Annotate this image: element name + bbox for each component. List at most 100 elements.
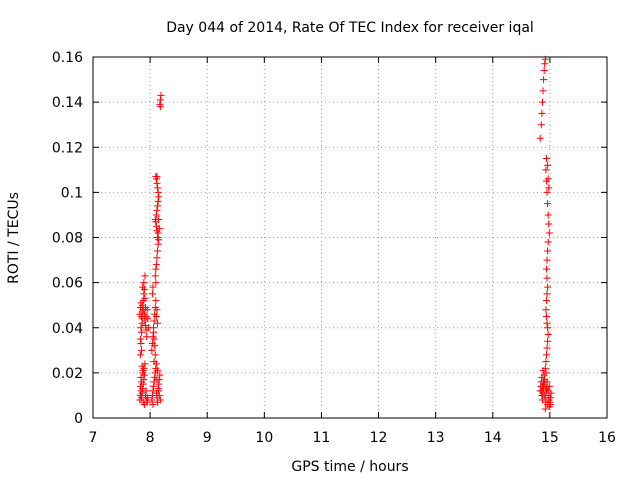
data-point-plus <box>544 211 552 219</box>
x-tick-label: 13 <box>427 430 445 446</box>
data-point-plus <box>542 166 550 174</box>
data-point-plus <box>153 206 161 214</box>
data-point-plus <box>148 391 156 399</box>
data-point-plus <box>537 121 545 129</box>
data-point-plus <box>140 279 148 287</box>
data-point-plus <box>542 351 550 359</box>
chart-title: Day 044 of 2014, Rate Of TEC Index for r… <box>166 20 534 36</box>
x-tick-label: 16 <box>598 430 616 446</box>
data-point-plus <box>151 342 159 350</box>
data-point-plus <box>138 328 146 336</box>
y-tick-label: 0.1 <box>61 185 83 201</box>
data-point-plus <box>142 387 150 395</box>
x-tick-label: 9 <box>203 430 212 446</box>
data-point-plus <box>155 380 163 388</box>
data-point-plus <box>543 290 551 298</box>
data-point-plus <box>141 360 149 368</box>
data-point-plus <box>543 319 551 327</box>
data-point-plus <box>536 134 544 142</box>
x-tick-label: 14 <box>484 430 502 446</box>
data-point-plus <box>144 394 152 402</box>
data-point-plus <box>155 236 163 244</box>
data-point-plus <box>155 193 163 201</box>
data-point-plus <box>542 306 550 314</box>
data-point-plus <box>545 229 553 237</box>
data-point-plus <box>152 312 160 320</box>
data-point-plus <box>140 364 148 372</box>
x-tick-label: 7 <box>89 430 98 446</box>
data-point-plus <box>541 60 549 68</box>
data-point-plus <box>155 215 163 223</box>
data-point-plus <box>538 98 546 106</box>
data-point-plus <box>152 265 160 273</box>
data-point-plus <box>151 351 159 359</box>
data-point-plus <box>152 261 160 269</box>
data-point-plus <box>141 272 149 280</box>
data-point-plus <box>151 272 159 280</box>
data-point-plus <box>138 394 146 402</box>
data-point-plus <box>544 200 552 208</box>
data-point-plus <box>542 312 550 320</box>
data-point-plus <box>157 91 165 99</box>
data-point-plus <box>152 279 160 287</box>
data-point-plus <box>137 324 145 332</box>
data-point-plus <box>150 382 158 390</box>
data-point-plus <box>542 297 550 305</box>
data-point-plus <box>140 285 148 293</box>
data-point-plus <box>153 173 161 181</box>
y-tick-label: 0.04 <box>52 321 83 337</box>
data-point-plus <box>538 373 546 381</box>
data-point-plus <box>136 335 144 343</box>
data-point-plus <box>546 400 554 408</box>
data-point-plus <box>154 202 162 210</box>
data-point-plus <box>545 184 553 192</box>
data-point-plus <box>143 333 151 341</box>
data-point-plus <box>152 360 160 368</box>
data-points <box>136 55 555 413</box>
data-point-plus <box>544 161 552 169</box>
x-tick-label: 10 <box>255 430 273 446</box>
data-point-plus <box>154 247 162 255</box>
data-point-plus <box>156 396 164 404</box>
data-point-plus <box>545 220 553 228</box>
data-point-plus <box>149 283 157 291</box>
data-point-plus <box>137 373 145 381</box>
data-point-plus <box>543 344 551 352</box>
data-point-plus <box>136 303 144 311</box>
x-tick-label: 15 <box>541 430 559 446</box>
y-tick-labels: 0 0.02 0.04 0.06 0.08 0.1 0.12 0.14 0.16 <box>52 50 83 427</box>
data-point-plus <box>544 247 552 255</box>
data-point-plus <box>143 306 151 314</box>
data-point-plus <box>156 371 164 379</box>
y-tick-label: 0.12 <box>52 140 83 156</box>
grid-lines <box>93 57 607 418</box>
data-point-plus <box>136 382 144 390</box>
data-point-plus <box>543 274 551 282</box>
data-point-plus <box>154 319 162 327</box>
data-point-plus <box>541 405 549 413</box>
data-point-plus <box>154 229 162 237</box>
data-point-plus <box>544 324 552 332</box>
data-point-plus <box>140 290 148 298</box>
data-point-plus <box>153 179 161 187</box>
data-point-plus <box>153 306 161 314</box>
data-point-plus <box>544 337 552 345</box>
data-point-plus <box>140 400 148 408</box>
data-point-plus <box>539 87 547 95</box>
data-point-plus <box>156 103 164 111</box>
data-point-plus <box>138 346 146 354</box>
data-point-plus <box>141 294 149 302</box>
data-point-plus <box>139 369 147 377</box>
y-tick-label: 0.14 <box>52 95 83 111</box>
data-point-plus <box>153 254 161 262</box>
data-point-plus <box>544 387 552 395</box>
data-point-plus <box>149 400 157 408</box>
data-point-plus <box>154 197 162 205</box>
data-point-plus <box>137 340 145 348</box>
data-point-plus <box>543 256 551 264</box>
data-point-plus <box>150 328 158 336</box>
data-point-plus <box>544 175 552 183</box>
data-point-plus <box>155 391 163 399</box>
x-tick-label: 8 <box>146 430 155 446</box>
y-tick-label: 0 <box>74 411 83 427</box>
